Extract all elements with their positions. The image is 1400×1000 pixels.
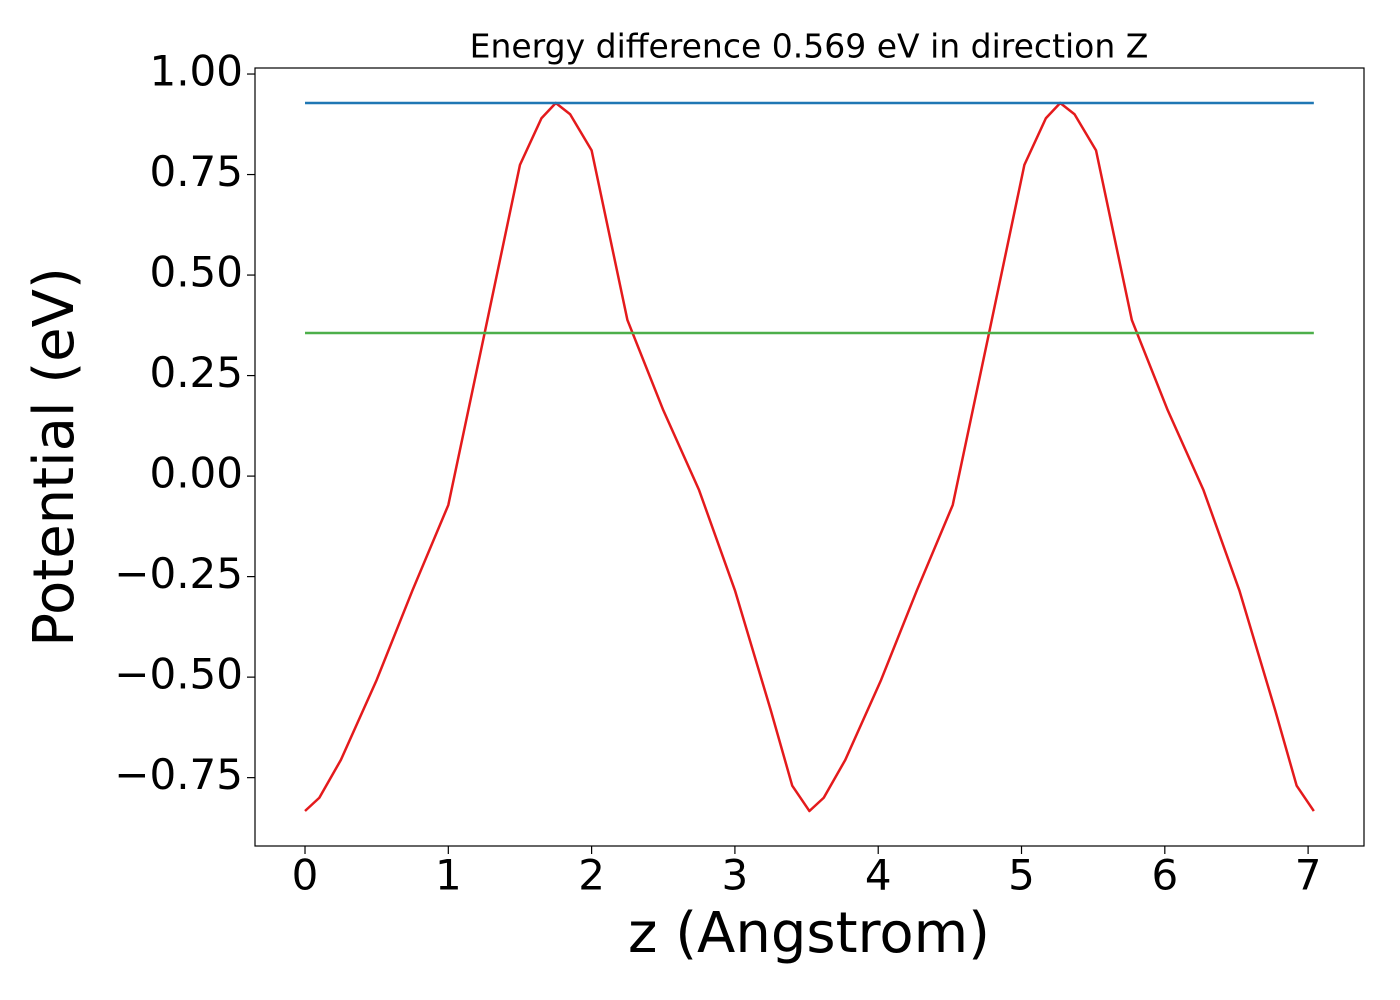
plot-frame bbox=[254, 67, 1365, 847]
x-tick-label: 3 bbox=[722, 851, 749, 900]
y-tick-label: −0.25 bbox=[114, 549, 243, 598]
y-tick-label: 1.00 bbox=[149, 47, 243, 96]
x-axis-label: z (Angstrom) bbox=[628, 901, 990, 966]
y-tick-label: 0.50 bbox=[149, 248, 243, 297]
x-tick-label: 4 bbox=[865, 851, 892, 900]
data-line bbox=[304, 101, 1315, 813]
y-tick-label: −0.50 bbox=[114, 650, 243, 699]
x-tick-label: 6 bbox=[1151, 851, 1178, 900]
x-tick-label: 0 bbox=[292, 851, 319, 900]
x-tick-label: 5 bbox=[1008, 851, 1035, 900]
x-tick-label: 1 bbox=[435, 851, 462, 900]
chart-title: Energy difference 0.569 eV in direction … bbox=[470, 27, 1149, 66]
y-tick-label: 0.75 bbox=[149, 147, 243, 196]
y-tick-label: −0.75 bbox=[114, 750, 243, 799]
y-tick-label: 0.25 bbox=[149, 348, 243, 397]
x-tick-label: 7 bbox=[1295, 851, 1322, 900]
x-tick-label: 2 bbox=[578, 851, 605, 900]
y-axis-label: Potential (eV) bbox=[22, 267, 87, 647]
y-tick-label: 0.00 bbox=[149, 449, 243, 498]
